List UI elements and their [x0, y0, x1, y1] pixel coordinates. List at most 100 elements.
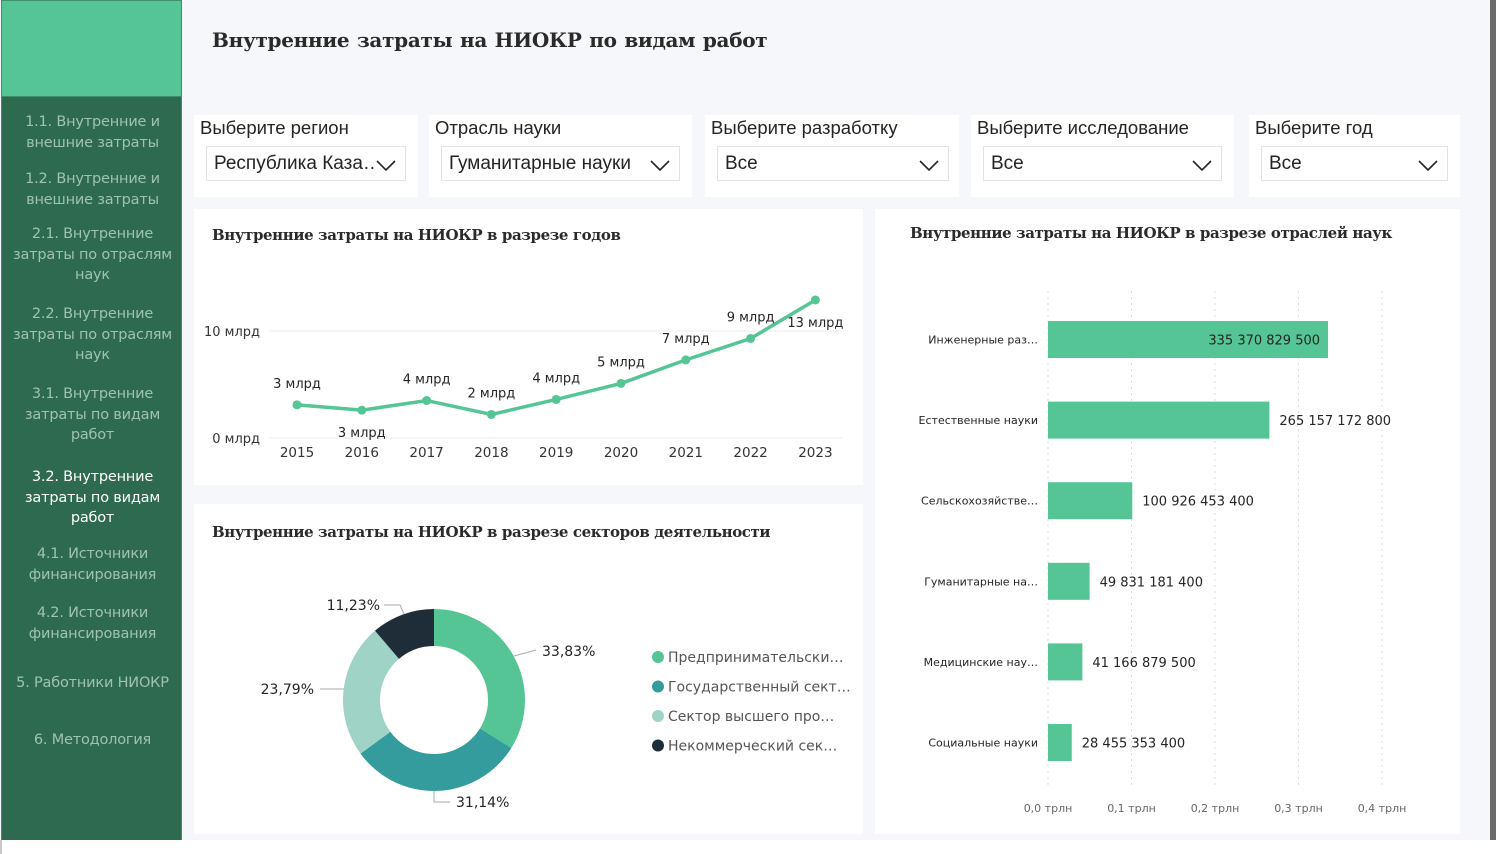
sidebar-item-label: финансирования [28, 625, 157, 642]
filter-label: Отрасль науки [435, 117, 562, 138]
chevron-down-icon [919, 160, 939, 172]
bar [1048, 482, 1133, 520]
data-point [810, 295, 820, 305]
data-label: 335 370 829 500 [1208, 334, 1320, 349]
year-dropdown[interactable]: Все [1261, 146, 1448, 181]
sidebar-item-label: 3.2. Внутренние [31, 469, 154, 485]
x-tick-label: 2018 [474, 445, 508, 461]
legend-label: Государственный сект… [668, 680, 851, 696]
data-point [422, 396, 432, 406]
data-label: 100 926 453 400 [1142, 495, 1254, 510]
y-tick-label: 0 млрд [212, 432, 260, 447]
line-chart-card: Внутренние затраты на НИОКР в разрезе го… [194, 209, 863, 485]
x-tick-label: 2020 [604, 445, 638, 461]
donut-slice [374, 609, 434, 659]
sidebar-item-label: 1.2. Внутренние и [25, 171, 160, 187]
x-tick-label: 0,2 трлн [1191, 802, 1240, 815]
legend-marker [652, 651, 664, 663]
data-point [357, 405, 367, 415]
category-label: Социальные науки [928, 737, 1038, 750]
filter-science-branch: Отрасль науки Гуманитарные науки [429, 115, 692, 197]
data-label: 4 млрд [403, 373, 451, 388]
bar [1048, 401, 1270, 439]
sidebar-item[interactable]: 6. Методология [2, 730, 183, 751]
sidebar-item[interactable]: 3.2. Внутренние затраты по видам работ [2, 467, 183, 529]
region-dropdown[interactable]: Республика Каза… [206, 146, 406, 181]
x-tick-label: 2023 [798, 445, 832, 461]
sidebar-item-label: 1.1. Внутренние и [25, 114, 160, 130]
sidebar-item-label: наук [75, 267, 110, 283]
x-tick-label: 2022 [733, 445, 767, 461]
filter-label: Выберите разработку [711, 117, 898, 138]
sidebar-item-label: 4.2. Источники [36, 605, 149, 621]
chevron-down-icon [650, 160, 670, 172]
category-label: Инженерные раз… [928, 334, 1038, 347]
chevron-down-icon [1192, 160, 1212, 172]
sidebar-item-label: 6. Методология [33, 732, 152, 748]
data-label: 9 млрд [727, 310, 775, 325]
x-tick-label: 2016 [345, 445, 379, 461]
sidebar-item[interactable]: 5. Работники НИОКР [2, 673, 183, 694]
bar-chart-card: Внутренние затраты на НИОКР в разрезе от… [875, 209, 1460, 834]
x-tick-label: 2021 [669, 445, 703, 461]
research-dropdown[interactable]: Все [983, 146, 1222, 181]
legend-marker [652, 710, 664, 722]
legend-label: Предпринимательски… [668, 650, 843, 666]
leader-line [384, 604, 405, 615]
sidebar-item[interactable]: 2.2. Внутренние затраты по отраслям наук [2, 304, 183, 366]
data-label: 4 млрд [532, 371, 580, 386]
sidebar-item[interactable]: 4.1. Источники финансирования [2, 544, 183, 585]
x-tick-label: 2019 [539, 445, 573, 461]
sidebar-item[interactable]: 4.2. Источники финансирования [2, 603, 183, 644]
slice-label: 11,23% [327, 598, 380, 614]
line-chart: 0 млрд 10 млрд 2015 2016 2017 2018 2019 2020 202… [204, 295, 843, 461]
development-dropdown[interactable]: Все [717, 146, 949, 181]
filter-label: Выберите год [1255, 117, 1373, 138]
sidebar-item-label: работ [70, 427, 115, 443]
line-chart-title: Внутренние затраты на НИОКР в разрезе го… [212, 226, 621, 244]
bar [1048, 562, 1090, 600]
data-label: 3 млрд [273, 377, 321, 392]
data-point [292, 400, 302, 410]
data-label: 265 157 172 800 [1279, 414, 1391, 429]
data-label: 28 455 353 400 [1082, 737, 1185, 752]
bar [1048, 643, 1083, 681]
sidebar-item-label: 5. Работники НИОКР [16, 675, 169, 691]
sidebar-item[interactable]: 2.1. Внутренние затраты по отраслям наук [2, 224, 183, 286]
sidebar-item-label: внешние затраты [26, 191, 159, 208]
data-label: 5 млрд [597, 355, 645, 370]
sidebar-item[interactable]: 3.1. Внутренние затраты по видам работ [2, 384, 183, 446]
dropdown-value: Все [725, 153, 758, 174]
filter-year: Выберите год Все [1249, 115, 1460, 197]
dropdown-value: Республика Каза… [214, 153, 374, 174]
data-label: 7 млрд [662, 332, 710, 347]
logo-block [1, 0, 182, 97]
filter-label: Выберите регион [200, 117, 349, 138]
slice-label: 33,83% [542, 644, 595, 660]
category-label: Сельскохозяйстве… [921, 495, 1038, 508]
data-point [746, 333, 756, 343]
data-point [681, 355, 691, 365]
sidebar-item-label: 3.1. Внутренние [31, 386, 154, 402]
science-branch-dropdown[interactable]: Гуманитарные науки [441, 146, 680, 181]
data-point [486, 409, 496, 419]
leader-line [433, 791, 450, 803]
data-point [616, 378, 626, 388]
sidebar-nav: 1.1. Внутренние и внешние затраты 1.2. Вну… [1, 97, 182, 840]
slice-label: 23,79% [261, 682, 314, 698]
chevron-down-icon [1418, 160, 1438, 172]
x-tick-label: 2017 [409, 445, 443, 461]
dropdown-value: Все [1269, 153, 1302, 174]
x-tick-label: 0,4 трлн [1358, 802, 1407, 815]
data-label: 49 831 181 400 [1100, 575, 1203, 590]
legend-label: Некоммерческий сек… [668, 739, 837, 755]
legend-marker [652, 680, 664, 693]
sidebar-item[interactable]: 1.2. Внутренние и внешние затраты [2, 169, 183, 210]
y-tick-label: 10 млрд [204, 325, 260, 340]
filter-region: Выберите регион Республика Каза… [194, 115, 418, 197]
x-tick-label: 0,1 трлн [1107, 802, 1156, 815]
window-edge [1493, 0, 1496, 854]
bar [1048, 321, 1329, 358]
sidebar-item-label: затраты по видам [24, 489, 161, 506]
sidebar-item[interactable]: 1.1. Внутренние и внешние затраты [2, 112, 183, 153]
